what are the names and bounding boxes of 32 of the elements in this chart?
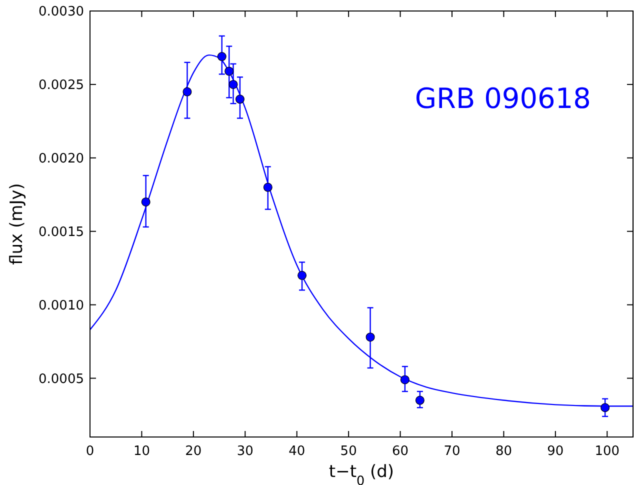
- x-tick-label: 20: [185, 444, 202, 459]
- x-tick-label: 10: [133, 444, 150, 459]
- x-tick-label: 30: [236, 444, 254, 459]
- y-tick-label: 0.0020: [38, 151, 84, 166]
- point: [141, 197, 150, 206]
- point: [228, 80, 238, 89]
- y-tick-label: 0.0025: [38, 78, 84, 93]
- y-axis-title: flux (mJy): [7, 183, 27, 265]
- point: [235, 94, 244, 104]
- y-tick-label: 0.0005: [38, 372, 84, 387]
- x-axis-title: t−t$_{0}$ (d): [328, 462, 394, 485]
- y-tick-label: 0.0010: [38, 298, 84, 314]
- x-tick-label: 50: [340, 444, 357, 459]
- x-tick-label: 70: [444, 444, 460, 459]
- x-tick-label: 40: [288, 444, 306, 459]
- annotation: GRB 090618: [414, 82, 591, 115]
- point: [224, 66, 234, 76]
- x-tick-label: 80: [495, 444, 512, 459]
- x-tick-label: 100: [594, 444, 620, 459]
- point: [298, 270, 307, 280]
- point: [182, 87, 192, 96]
- x-tick-label: 90: [547, 444, 564, 459]
- y-tick-label: 0.0030: [38, 4, 84, 20]
- x-tick-label: 0: [86, 444, 94, 459]
- point: [415, 396, 424, 405]
- point: [600, 403, 610, 412]
- point: [263, 182, 272, 192]
- point: [217, 52, 226, 62]
- x-tick-label: 60: [392, 444, 409, 459]
- point: [366, 332, 375, 342]
- point: [400, 375, 410, 384]
- y-tick-label: 0.0015: [38, 224, 84, 240]
